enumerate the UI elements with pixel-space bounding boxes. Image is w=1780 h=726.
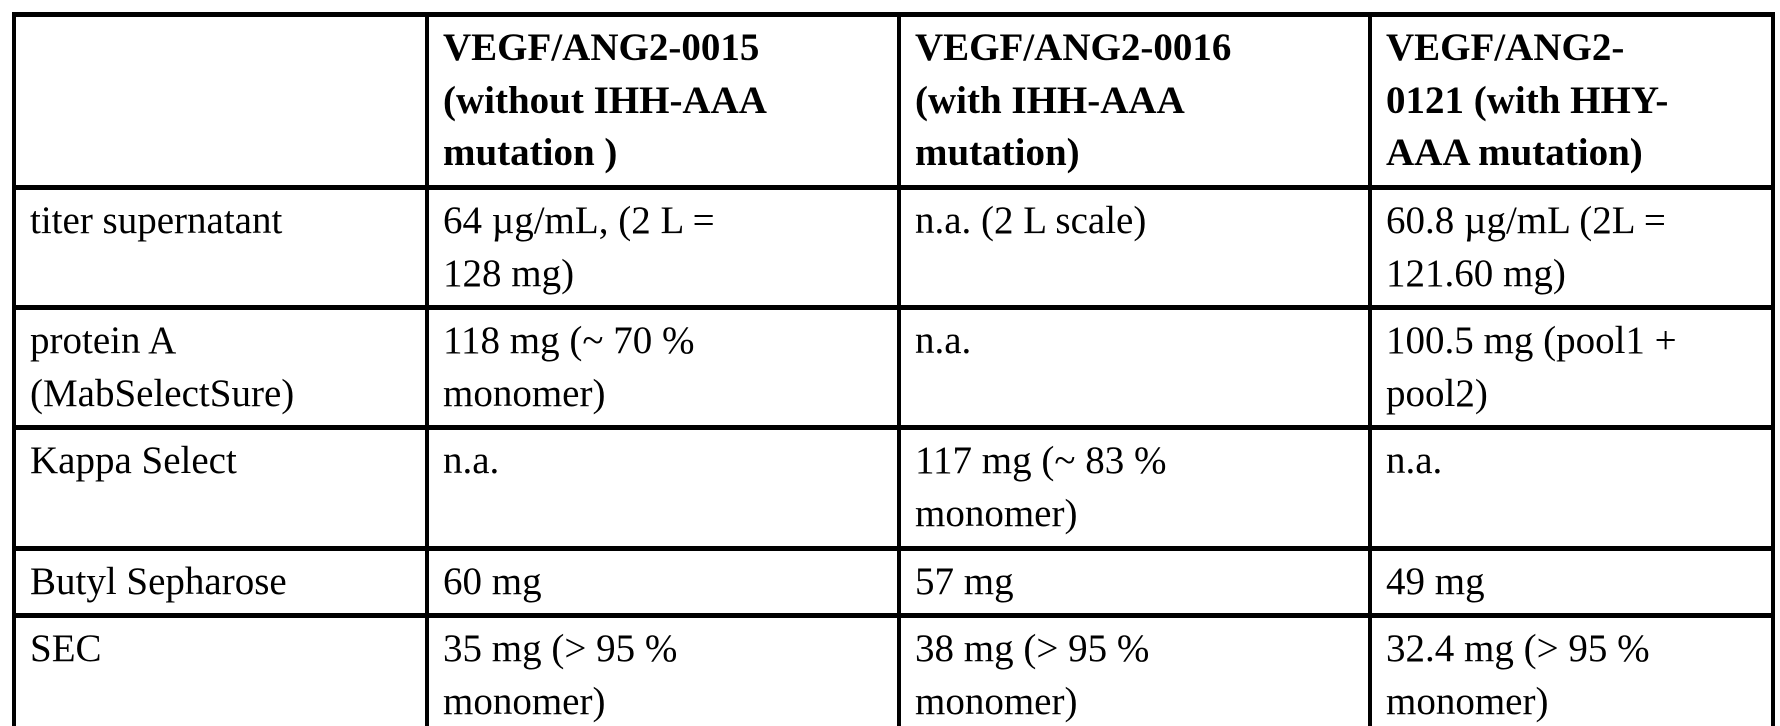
table-row-sec: SEC 35 mg (> 95 % monomer) 38 mg (> 95 %… <box>12 613 1775 726</box>
table-cell: 117 mg (~ 83 % monomer) <box>897 425 1372 551</box>
table-cell: 35 mg (> 95 % monomer) <box>425 613 901 726</box>
table-cell: 49 mg <box>1368 545 1775 619</box>
table-cell: n.a. (2 L scale) <box>897 184 1372 311</box>
table-cell: 32.4 mg (> 95 % monomer) <box>1368 613 1775 726</box>
purification-summary-table: VEGF/ANG2-0015 (without IHH-AAA mutation… <box>12 12 1775 726</box>
table-header-row: VEGF/ANG2-0015 (without IHH-AAA mutation… <box>12 12 1775 190</box>
table-cell: 100.5 mg (pool1 + pool2) <box>1368 305 1775 431</box>
table-row-kappa-select: Kappa Select n.a. 117 mg (~ 83 % monomer… <box>12 425 1775 551</box>
table-cell: 57 mg <box>897 545 1372 619</box>
table-corner-cell <box>12 12 429 190</box>
column-header-vegf-ang2-0121: VEGF/ANG2- 0121 (with HHY- AAA mutation) <box>1368 12 1775 190</box>
column-header-vegf-ang2-0015: VEGF/ANG2-0015 (without IHH-AAA mutation… <box>425 12 901 190</box>
row-label: protein A (MabSelectSure) <box>12 305 429 431</box>
row-label: Butyl Sepharose <box>12 545 429 619</box>
table-cell: n.a. <box>425 425 901 551</box>
row-label: Kappa Select <box>12 425 429 551</box>
table-cell: 64 µg/mL, (2 L = 128 mg) <box>425 184 901 311</box>
table-row-protein-a: protein A (MabSelectSure) 118 mg (~ 70 %… <box>12 305 1775 431</box>
row-label: SEC <box>12 613 429 726</box>
table-cell: n.a. <box>1368 425 1775 551</box>
column-header-vegf-ang2-0016: VEGF/ANG2-0016 (with IHH-AAA mutation) <box>897 12 1372 190</box>
table-cell: 38 mg (> 95 % monomer) <box>897 613 1372 726</box>
table-cell: 60.8 µg/mL (2L = 121.60 mg) <box>1368 184 1775 311</box>
table-row-butyl-sepharose: Butyl Sepharose 60 mg 57 mg 49 mg <box>12 545 1775 619</box>
table-cell: 118 mg (~ 70 % monomer) <box>425 305 901 431</box>
table-row-titer-supernatant: titer supernatant 64 µg/mL, (2 L = 128 m… <box>12 184 1775 311</box>
table-cell: n.a. <box>897 305 1372 431</box>
row-label: titer supernatant <box>12 184 429 311</box>
table-cell: 60 mg <box>425 545 901 619</box>
